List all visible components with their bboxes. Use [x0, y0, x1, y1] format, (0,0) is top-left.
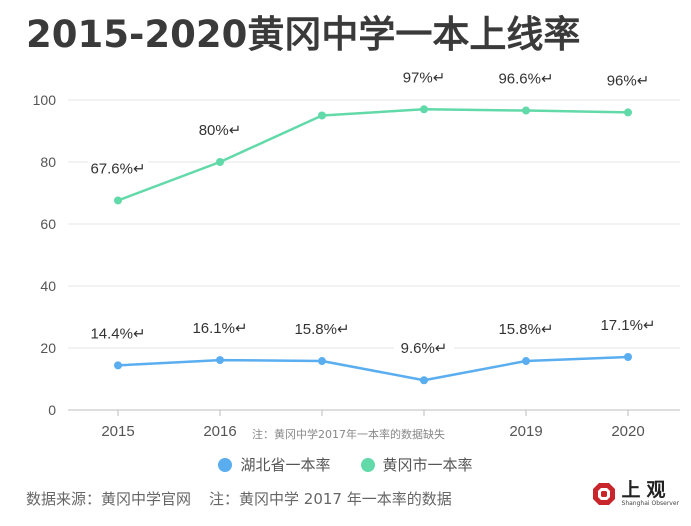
data-point-1-2015 [114, 196, 122, 205]
logo-icon [592, 483, 615, 505]
y-tick-label-20: 20 [40, 340, 56, 356]
data-label-0-2015: 14.4%↵ [90, 325, 145, 342]
data-point-0-2020 [624, 352, 632, 361]
data-label-bg-0-2017 [292, 320, 352, 340]
data-label-0-2020: 17.1%↵ [600, 317, 655, 334]
footer-note: 注：黄冈中学 2017 年一本率的数据 [209, 490, 452, 508]
data-label-bg-1-2020 [598, 71, 658, 91]
data-label-bg-1-2019 [496, 69, 556, 89]
data-label-bg-0-2016 [190, 319, 250, 339]
legend: 湖北省一本率 黄冈市一本率 [0, 454, 691, 475]
data-label-1-2019: 96.6%↵ [498, 71, 553, 88]
y-tick-label-40: 40 [40, 278, 56, 294]
data-label-bg-0-2015 [88, 324, 148, 344]
logo-text-cn: 上观 [621, 479, 672, 501]
x-tick-label-2019: 2019 [509, 423, 542, 440]
data-label-bg-1-2018 [394, 68, 454, 88]
data-point-1-2018 [420, 105, 428, 114]
data-label-1-2015: 67.6%↵ [90, 160, 145, 177]
x-tick-label-2020: 2020 [611, 423, 644, 440]
data-point-0-2019 [522, 357, 530, 366]
y-tick-label-80: 80 [40, 154, 56, 170]
legend-dot-huanggang [360, 457, 375, 472]
source-line: 数据来源：黄冈中学官网 注：黄冈中学 2017 年一本率的数据 [26, 488, 452, 509]
data-label-0-2017: 15.8%↵ [294, 321, 349, 338]
data-point-1-2020 [624, 108, 632, 117]
x-tick-label-2015: 2015 [101, 423, 134, 440]
chart-title: 2015-2020黄冈中学一本上线率 [26, 13, 581, 56]
data-point-1-2017 [318, 111, 326, 120]
legend-item-huanggang[interactable]: 黄冈市一本率 [360, 454, 473, 475]
x-tick-label-2016: 2016 [203, 423, 236, 440]
data-label-bg-1-2016 [190, 121, 250, 140]
data-label-bg-0-2020 [598, 315, 658, 335]
series-line-1 [117, 108, 629, 202]
legend-dot-hubei [218, 457, 233, 472]
chart-annotation: 注：黄冈中学2017年一本率的数据缺失 [250, 426, 447, 442]
legend-item-hubei[interactable]: 湖北省一本率 [218, 454, 331, 475]
logo: 上观 Shanghai Observer [592, 480, 679, 508]
data-label-1-2018: 97%↵ [403, 69, 446, 86]
y-tick-label-100: 100 [33, 92, 57, 108]
logo-text-en: Shanghai Observer [621, 500, 679, 507]
data-label-bg-1-2015 [88, 159, 148, 179]
data-label-1-2020: 96%↵ [607, 72, 650, 89]
data-label-0-2019: 15.8%↵ [498, 321, 553, 338]
data-label-1-2016: 80%↵ [199, 122, 242, 139]
data-point-0-2017 [318, 357, 326, 366]
data-label-bg-0-2019 [496, 320, 556, 340]
source-text: 数据来源：黄冈中学官网 [26, 490, 192, 508]
legend-label-huanggang: 黄冈市一本率 [382, 456, 473, 474]
data-label-0-2018: 9.6%↵ [401, 340, 448, 357]
data-point-0-2015 [114, 361, 122, 370]
data-label-0-2016: 16.1%↵ [192, 320, 247, 337]
series-line-0 [117, 355, 629, 382]
data-label-bg-0-2018 [394, 339, 454, 359]
y-tick-label-0: 0 [48, 402, 56, 418]
y-tick-label-60: 60 [40, 216, 56, 232]
data-point-1-2019 [522, 106, 530, 115]
data-point-1-2016 [216, 158, 224, 166]
legend-label-hubei: 湖北省一本率 [240, 456, 331, 474]
data-point-0-2016 [216, 356, 224, 365]
data-point-0-2018 [420, 376, 428, 385]
